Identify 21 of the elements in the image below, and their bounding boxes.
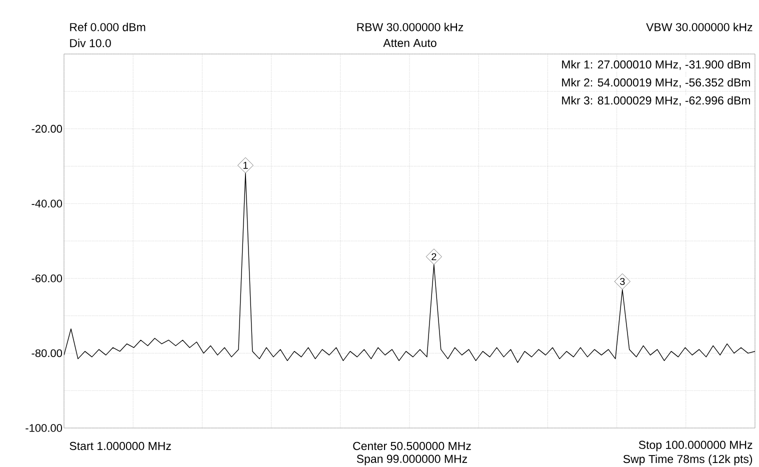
text: Atten Auto — [383, 38, 436, 48]
annotation: Mkr 3: 81.000029 MHz, -62.996 dBm — [562, 96, 750, 106]
text: Swp Time 78ms (12k pts) — [623, 454, 752, 466]
y-tick-label: -40.00 — [32, 200, 62, 208]
text: Center 50.500000 MHz — [353, 442, 471, 450]
text: Start 1.000000 MHz — [70, 442, 171, 450]
text: VBW 30.000000 kHz — [646, 22, 752, 32]
annotation: 1 — [243, 162, 248, 169]
annotation: 2 — [432, 253, 436, 260]
text: Span 99.000000 MHz — [356, 454, 468, 466]
y-tick-label: -20.00 — [32, 124, 62, 133]
annotation: 3 — [620, 278, 625, 286]
annotation: Mkr 2: 54.000019 MHz, -56.352 dBm — [562, 78, 750, 88]
y-tick-label: -60.00 — [32, 274, 62, 282]
text: Stop 100.000000 MHz — [638, 440, 752, 452]
y-tick-label: -100.00 — [26, 424, 62, 432]
annotation: Mkr 1: 27.000010 MHz, -31.900 dBm — [562, 60, 750, 70]
text: Ref 0.000 dBm — [70, 22, 146, 32]
y-tick-label: -80.00 — [32, 349, 62, 358]
text: RBW 30.000000 kHz — [357, 22, 464, 32]
text: Div 10.0 — [70, 38, 111, 48]
